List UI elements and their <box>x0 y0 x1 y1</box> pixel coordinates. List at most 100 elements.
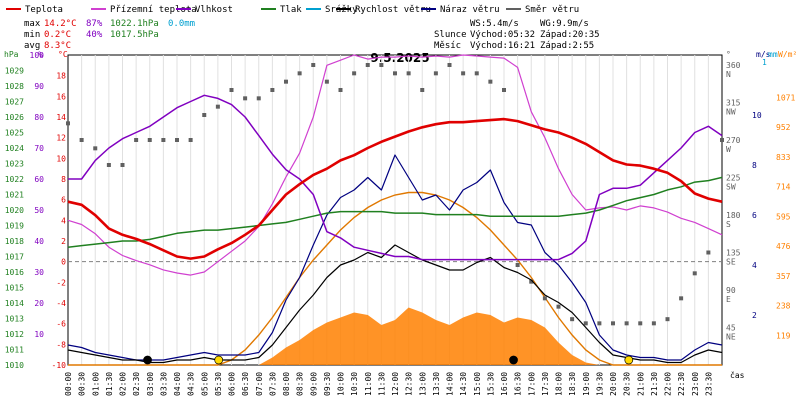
time-tick-label: 16:30 <box>514 372 523 396</box>
wind-direction-point <box>488 79 493 84</box>
moon-label: Měsíc <box>434 41 461 51</box>
wind-direction-point <box>529 279 534 284</box>
sun-marker <box>214 355 224 365</box>
time-tick-label: 10:30 <box>350 372 359 396</box>
pressure-tick-label: 1021 <box>5 191 24 200</box>
axis-units: hPa % °C ° m/s mm W/m² čas <box>4 50 797 380</box>
humidity-tick-label: 30 <box>34 268 44 277</box>
wind-direction-point <box>243 96 248 101</box>
time-tick-label: 15:00 <box>473 372 482 396</box>
legend-item-smer-vetru: Směr větru <box>506 5 579 15</box>
humidity-tick-label: 40 <box>34 237 44 246</box>
wind-direction-tick-label: SW <box>726 183 736 192</box>
wind-direction-point <box>515 263 520 267</box>
legend-item-naraz-vetru: Náraz větru <box>421 5 500 15</box>
time-tick-label: 09:00 <box>309 372 318 396</box>
pressure-tick-label: 1025 <box>5 129 24 138</box>
pressure-tick-label: 1022 <box>5 175 24 184</box>
pressure-tick-label: 1016 <box>5 268 24 277</box>
stats-max-rain: 0.0mm <box>168 19 195 29</box>
wind-direction-point <box>188 138 193 142</box>
wind-direction-tick-label: NE <box>726 333 736 342</box>
wind-direction-point <box>393 71 397 76</box>
solar-tick-label: 1071 <box>776 93 795 102</box>
temperature-tick-label: 14 <box>56 113 66 122</box>
wind-direction-point <box>720 138 724 142</box>
legend-item-prizemni-teplota: Přízemní teplota <box>91 5 197 15</box>
wind-direction-point <box>583 321 588 326</box>
time-tick-label: 12:30 <box>405 372 414 396</box>
temperature-tick-label: 18 <box>56 72 66 81</box>
series-line-n-raz-v-tru <box>67 154 723 361</box>
wind-direction-point <box>692 271 697 276</box>
wind-direction-tick-label: N <box>726 70 731 79</box>
time-tick-label: 19:30 <box>595 372 604 396</box>
stats-block: max 14.2°C 87% 1022.1hPa 0.0mm min 0.2°C… <box>24 19 195 51</box>
wind-direction-point <box>570 317 575 322</box>
wind-direction-point <box>679 296 684 301</box>
legend-label: Tlak <box>280 5 302 15</box>
legend-label: Teplota <box>25 5 63 15</box>
wind-direction-point <box>229 88 234 92</box>
sun-marker <box>624 355 634 365</box>
time-tick-label: 16:00 <box>500 372 509 396</box>
humidity-tick-label: 20 <box>34 299 44 308</box>
axis-unit-hpa: hPa <box>4 50 19 59</box>
wind-direction-point <box>447 63 452 67</box>
axis-unit-pct: % <box>38 50 43 59</box>
pressure-tick-label: 1011 <box>5 346 24 355</box>
humidity-tick-label: 50 <box>34 206 44 215</box>
wind-direction-point <box>338 88 343 92</box>
time-tick-label: 11:30 <box>377 372 386 396</box>
pressure-tick-label: 1020 <box>5 206 24 215</box>
legend-label: Vlhkost <box>195 5 233 15</box>
wind-direction-point <box>147 138 152 142</box>
temperature-tick-label: 4 <box>61 216 66 225</box>
wind-speed-tick-label: 2 <box>752 311 757 320</box>
legend-item-rychlost-vetru: Rychlost větru <box>336 5 431 15</box>
legend-label: Přízemní teplota <box>110 5 197 15</box>
time-tick-label: 00:30 <box>78 372 87 396</box>
wind-direction-tick-label: 270 <box>726 136 741 145</box>
solar-radiation-area <box>68 307 722 365</box>
stats-min-hum: 40% <box>86 30 103 40</box>
time-tick-label: 03:00 <box>146 372 155 396</box>
wind-direction-point <box>161 138 166 142</box>
pressure-tick-label: 1019 <box>5 222 24 231</box>
wind-direction-tick-label: 360 <box>726 61 741 70</box>
time-tick-label: 13:30 <box>432 372 441 396</box>
wind-direction-point <box>624 321 629 326</box>
time-tick-label: 18:00 <box>555 372 564 396</box>
wind-direction-point <box>665 317 670 322</box>
stats-avg-temp: 8.3°C <box>44 41 71 51</box>
wind-direction-tick-label: 180 <box>726 211 741 220</box>
wind-direction-point <box>93 146 98 151</box>
temperature-tick-label: -6 <box>56 320 66 329</box>
axes: 1010101110121013101410151016101710181019… <box>5 51 796 396</box>
moon-rise: Východ:16:21 <box>470 41 535 51</box>
wind-direction-point <box>66 121 70 126</box>
legend-label: Náraz větru <box>440 5 500 15</box>
pressure-tick-label: 1015 <box>5 284 24 293</box>
temperature-tick-label: 2 <box>61 237 66 246</box>
time-tick-label: 22:30 <box>677 372 686 396</box>
wind-direction-tick-label: 45 <box>726 324 736 333</box>
sun-rise: Východ:05:32 <box>470 30 535 40</box>
temperature-tick-label: -4 <box>56 299 66 308</box>
pressure-tick-label: 1017 <box>5 253 24 262</box>
pressure-tick-label: 1024 <box>5 144 24 153</box>
humidity-tick-label: 70 <box>34 144 44 153</box>
humidity-tick-label: 60 <box>34 175 44 184</box>
legend-item-tlak: Tlak <box>261 5 302 15</box>
humidity-tick-label: 10 <box>34 330 44 339</box>
stats-max-temp: 14.2°C <box>44 19 77 29</box>
temperature-tick-label: -10 <box>52 361 67 370</box>
wind-direction-point <box>202 113 207 117</box>
time-tick-label: 14:00 <box>446 372 455 396</box>
time-tick-label: 21:00 <box>636 372 645 396</box>
time-tick-label: 04:00 <box>173 372 182 396</box>
series-line-vlhkost <box>68 94 723 261</box>
temperature-tick-label: 10 <box>56 154 66 163</box>
wind-speed-tick-label: 10 <box>752 111 762 120</box>
